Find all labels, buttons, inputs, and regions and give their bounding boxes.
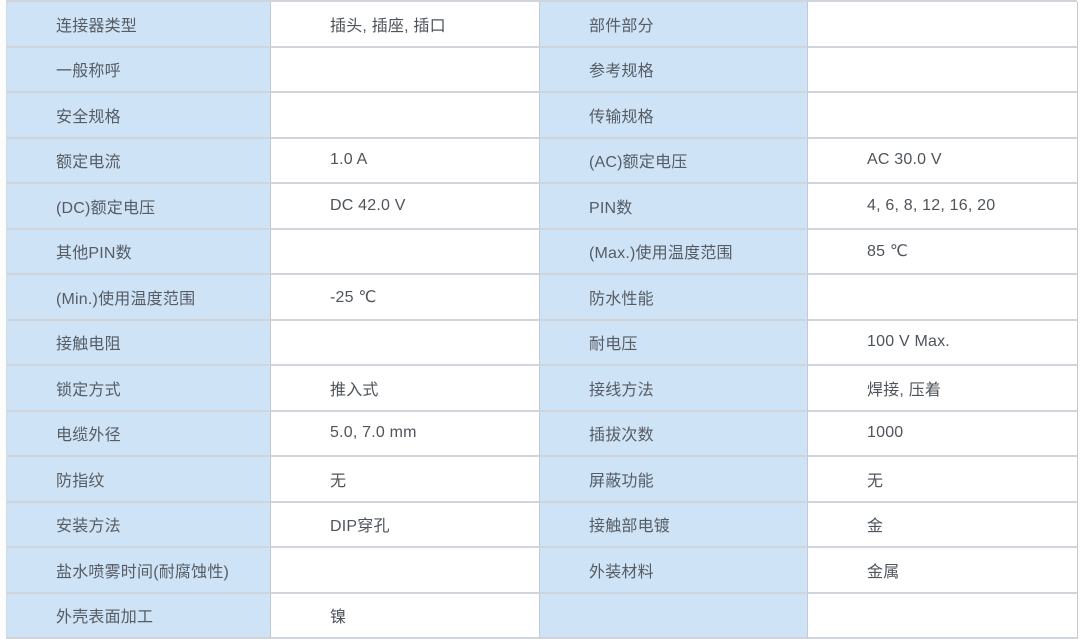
spec-value: 4, 6, 8, 12, 16, 20 [808, 184, 1078, 230]
spec-value: 85 ℃ [808, 229, 1078, 275]
spec-table: 连接器类型 插头, 插座, 插口 部件部分 一般称呼 参考规格 安全规格 传输规… [6, 0, 1078, 639]
spec-label: 部件部分 [540, 2, 808, 48]
spec-value: 无 [808, 457, 1078, 503]
spec-value [271, 320, 540, 366]
spec-value: 镍 [271, 593, 540, 639]
spec-label: 连接器类型 [7, 2, 271, 48]
spec-value [808, 593, 1078, 639]
spec-label: (Min.)使用温度范围 [7, 275, 271, 321]
spec-value [808, 2, 1078, 48]
spec-label: 其他PIN数 [7, 229, 271, 275]
spec-value: DC 42.0 V [271, 184, 540, 230]
spec-label: 外壳表面加工 [7, 593, 271, 639]
spec-value: 1000 [808, 411, 1078, 457]
spec-value: DIP穿孔 [271, 502, 540, 548]
spec-label [540, 593, 808, 639]
spec-label: 安全规格 [7, 93, 271, 139]
spec-label: 防指纹 [7, 457, 271, 503]
spec-label: 屏蔽功能 [540, 457, 808, 503]
spec-value: 金 [808, 502, 1078, 548]
spec-label: 插拔次数 [540, 411, 808, 457]
spec-label: PIN数 [540, 184, 808, 230]
spec-label: 额定电流 [7, 138, 271, 184]
spec-value [271, 548, 540, 594]
spec-label: (AC)额定电压 [540, 138, 808, 184]
spec-label: 一般称呼 [7, 47, 271, 93]
spec-label: 传输规格 [540, 93, 808, 139]
spec-label: 盐水喷雾时间(耐腐蚀性) [7, 548, 271, 594]
spec-value: 插头, 插座, 插口 [271, 2, 540, 48]
spec-label: 接触部电镀 [540, 502, 808, 548]
spec-value [271, 93, 540, 139]
spec-label: 耐电压 [540, 320, 808, 366]
spec-value [271, 47, 540, 93]
spec-value: 无 [271, 457, 540, 503]
spec-label: 电缆外径 [7, 411, 271, 457]
spec-value: 5.0, 7.0 mm [271, 411, 540, 457]
spec-label: 防水性能 [540, 275, 808, 321]
spec-label: 接线方法 [540, 366, 808, 412]
spec-value: 金属 [808, 548, 1078, 594]
spec-label: 外装材料 [540, 548, 808, 594]
spec-value [271, 229, 540, 275]
spec-value: AC 30.0 V [808, 138, 1078, 184]
spec-label: 参考规格 [540, 47, 808, 93]
spec-value: 1.0 A [271, 138, 540, 184]
spec-value: 焊接, 压着 [808, 366, 1078, 412]
spec-value [808, 275, 1078, 321]
spec-value [808, 47, 1078, 93]
spec-value [808, 93, 1078, 139]
spec-value: -25 ℃ [271, 275, 540, 321]
spec-value: 100 V Max. [808, 320, 1078, 366]
spec-label: 锁定方式 [7, 366, 271, 412]
spec-value: 推入式 [271, 366, 540, 412]
spec-label: (DC)额定电压 [7, 184, 271, 230]
spec-label: 接触电阻 [7, 320, 271, 366]
spec-label: (Max.)使用温度范围 [540, 229, 808, 275]
spec-label: 安装方法 [7, 502, 271, 548]
